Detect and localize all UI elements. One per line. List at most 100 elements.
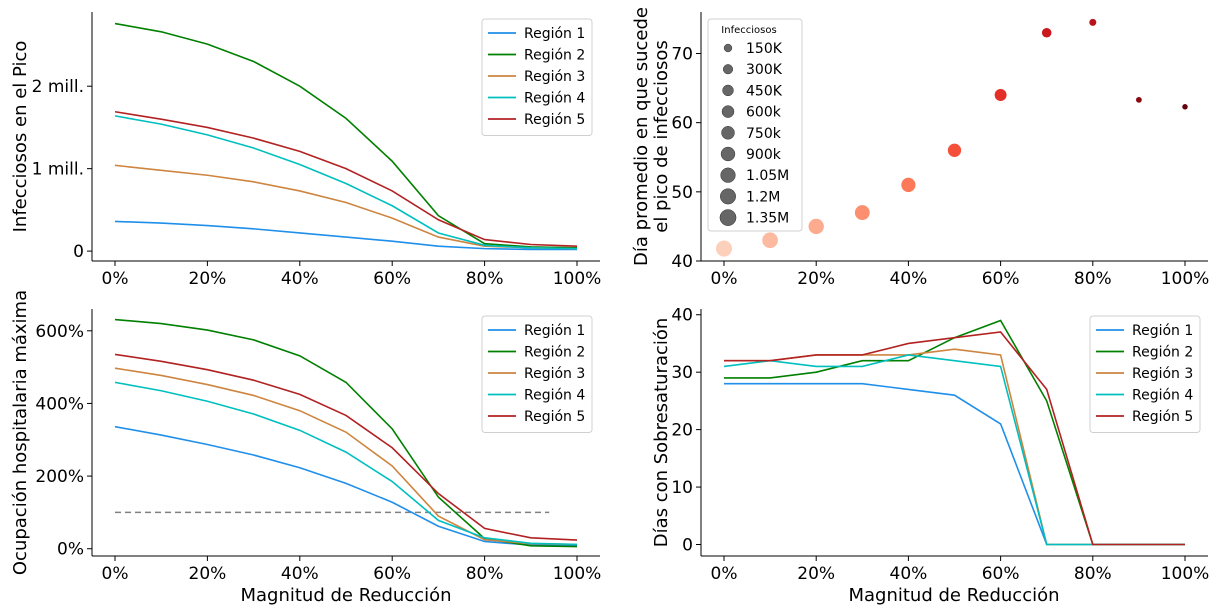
scatter-point xyxy=(1136,96,1142,103)
x-tick-label: 100% xyxy=(553,269,602,289)
legend-frame xyxy=(481,315,593,433)
legend-label: 1.35M xyxy=(746,211,789,227)
x-tick-label: 80% xyxy=(466,564,504,584)
legend-marker xyxy=(723,43,733,53)
y-tick-label: 40 xyxy=(671,306,693,326)
scatter-point xyxy=(715,240,733,257)
legend-marker xyxy=(722,64,734,75)
legend-label: 600k xyxy=(746,105,782,121)
series-line-región-1 xyxy=(114,425,578,547)
x-tick-label: 20% xyxy=(189,564,227,584)
legend-label: 450K xyxy=(746,83,783,99)
size-legend: Infecciosos 150K 300K 450K 600k 750k 900k 1.05M… xyxy=(707,18,803,232)
x-tick-label: 20% xyxy=(797,269,835,289)
legend-title: Infecciosos xyxy=(721,25,776,36)
x-tick-label: 80% xyxy=(466,269,504,289)
legend-label: 300K xyxy=(746,62,783,78)
y-tick-label: 60 xyxy=(671,114,693,134)
legend-label: Región 5 xyxy=(1132,409,1193,425)
scatter-point xyxy=(808,218,824,235)
y-axis-label: Infecciosos en el Pico xyxy=(10,41,31,233)
legend-label: Región 1 xyxy=(524,323,585,339)
scatter-point xyxy=(994,89,1007,101)
peak-infectious-chart: 0% 20% 40% 60% 80% 100% 0 1 mill. 2 mill.Infecci… xyxy=(10,12,601,289)
legend-label: Región 3 xyxy=(524,366,585,382)
legend-label: Región 4 xyxy=(1132,388,1193,404)
series-line-región-4 xyxy=(114,381,578,546)
y-tick-label: 40 xyxy=(671,252,693,272)
legend-marker xyxy=(721,126,735,140)
x-tick-label: 40% xyxy=(281,564,319,584)
x-tick-label: 60% xyxy=(982,269,1020,289)
y-tick-label: 0 xyxy=(73,242,84,262)
x-tick-label: 100% xyxy=(1161,564,1210,584)
series-line-región-5 xyxy=(114,353,578,541)
x-tick-label: 0% xyxy=(711,269,738,289)
y-axis-label: Ocupación hospitalaria máxima xyxy=(10,290,31,575)
legend-label: Región 1 xyxy=(524,26,585,42)
series-line-región-3 xyxy=(114,164,578,250)
scatter-point xyxy=(1182,104,1188,110)
legend-label: Región 3 xyxy=(524,69,585,85)
y-tick-label: 400% xyxy=(35,394,84,414)
legend-marker xyxy=(722,84,734,97)
legend-label: 750k xyxy=(746,126,782,142)
peak-day-scatter-chart: 0% 20% 40% 60% 80% 100% 40 50 60 70 Día promedio e… xyxy=(631,7,1209,289)
scatter-point xyxy=(1041,27,1052,38)
x-tick-label: 100% xyxy=(553,564,602,584)
legend-label: Región 4 xyxy=(524,91,585,107)
legend-label: Región 4 xyxy=(524,388,585,404)
legend-frame xyxy=(1089,315,1201,433)
series-line-región-4 xyxy=(114,115,578,250)
x-tick-label: 20% xyxy=(189,269,227,289)
legend-label: Región 5 xyxy=(524,409,585,425)
y-tick-label: 30 xyxy=(671,363,693,383)
legend-marker xyxy=(720,188,736,205)
scatter-point xyxy=(1089,18,1097,26)
x-tick-label: 40% xyxy=(281,269,319,289)
x-tick-label: 60% xyxy=(373,564,411,584)
legend-frame xyxy=(481,18,593,136)
x-tick-label: 80% xyxy=(1074,269,1112,289)
y-tick-label: 200% xyxy=(35,467,84,487)
legend-label: Región 1 xyxy=(1132,323,1193,339)
y-axis-label: Días con Sobresaturación xyxy=(651,318,672,548)
y-axis-label-line: el pico de infecciosos xyxy=(651,40,672,232)
x-tick-label: 0% xyxy=(102,564,129,584)
legend-label: Región 2 xyxy=(1132,345,1193,361)
legend: Región 1 Región 2 Región 3 Región 4 Región 5 xyxy=(481,18,593,136)
series-line-región-2 xyxy=(114,22,578,249)
x-tick-label: 40% xyxy=(890,564,928,584)
legend: Región 1 Región 2 Región 3 Región 4 Región 5 xyxy=(1089,315,1201,433)
legend-marker xyxy=(721,105,735,118)
y-tick-label: 50 xyxy=(671,183,693,203)
x-tick-label: 40% xyxy=(890,269,928,289)
series-line-región-3 xyxy=(114,367,578,546)
legend-label: Región 2 xyxy=(524,48,585,64)
y-tick-label: 70 xyxy=(671,45,693,65)
legend-label: 1.2M xyxy=(746,189,780,205)
scatter-point xyxy=(901,177,916,193)
series-line-región-1 xyxy=(114,220,577,251)
y-tick-label: 2 mill. xyxy=(32,77,84,97)
x-tick-label: 100% xyxy=(1161,269,1210,289)
legend-label: Región 2 xyxy=(524,345,585,361)
y-tick-label: 600% xyxy=(35,322,84,342)
scatter-point xyxy=(762,232,778,249)
series-line-región-5 xyxy=(724,331,1185,546)
y-tick-label: 10 xyxy=(671,478,693,498)
scatter-point xyxy=(854,205,870,221)
y-axis-label-line: Día promedio en que sucede xyxy=(631,7,652,266)
legend-label: 1.05M xyxy=(746,168,789,184)
x-tick-label: 60% xyxy=(373,269,411,289)
x-axis-label-right: Magnitud de Reducción xyxy=(848,585,1059,606)
x-tick-label: 20% xyxy=(797,564,835,584)
legend: Región 1 Región 2 Región 3 Región 4 Región 5 xyxy=(481,315,593,433)
x-tick-label: 0% xyxy=(711,564,738,584)
legend-label: 150K xyxy=(746,41,783,57)
y-tick-label: 0% xyxy=(57,540,84,560)
x-axis-label-left: Magnitud de Reducción xyxy=(240,585,451,606)
y-tick-label: 20 xyxy=(671,421,693,441)
